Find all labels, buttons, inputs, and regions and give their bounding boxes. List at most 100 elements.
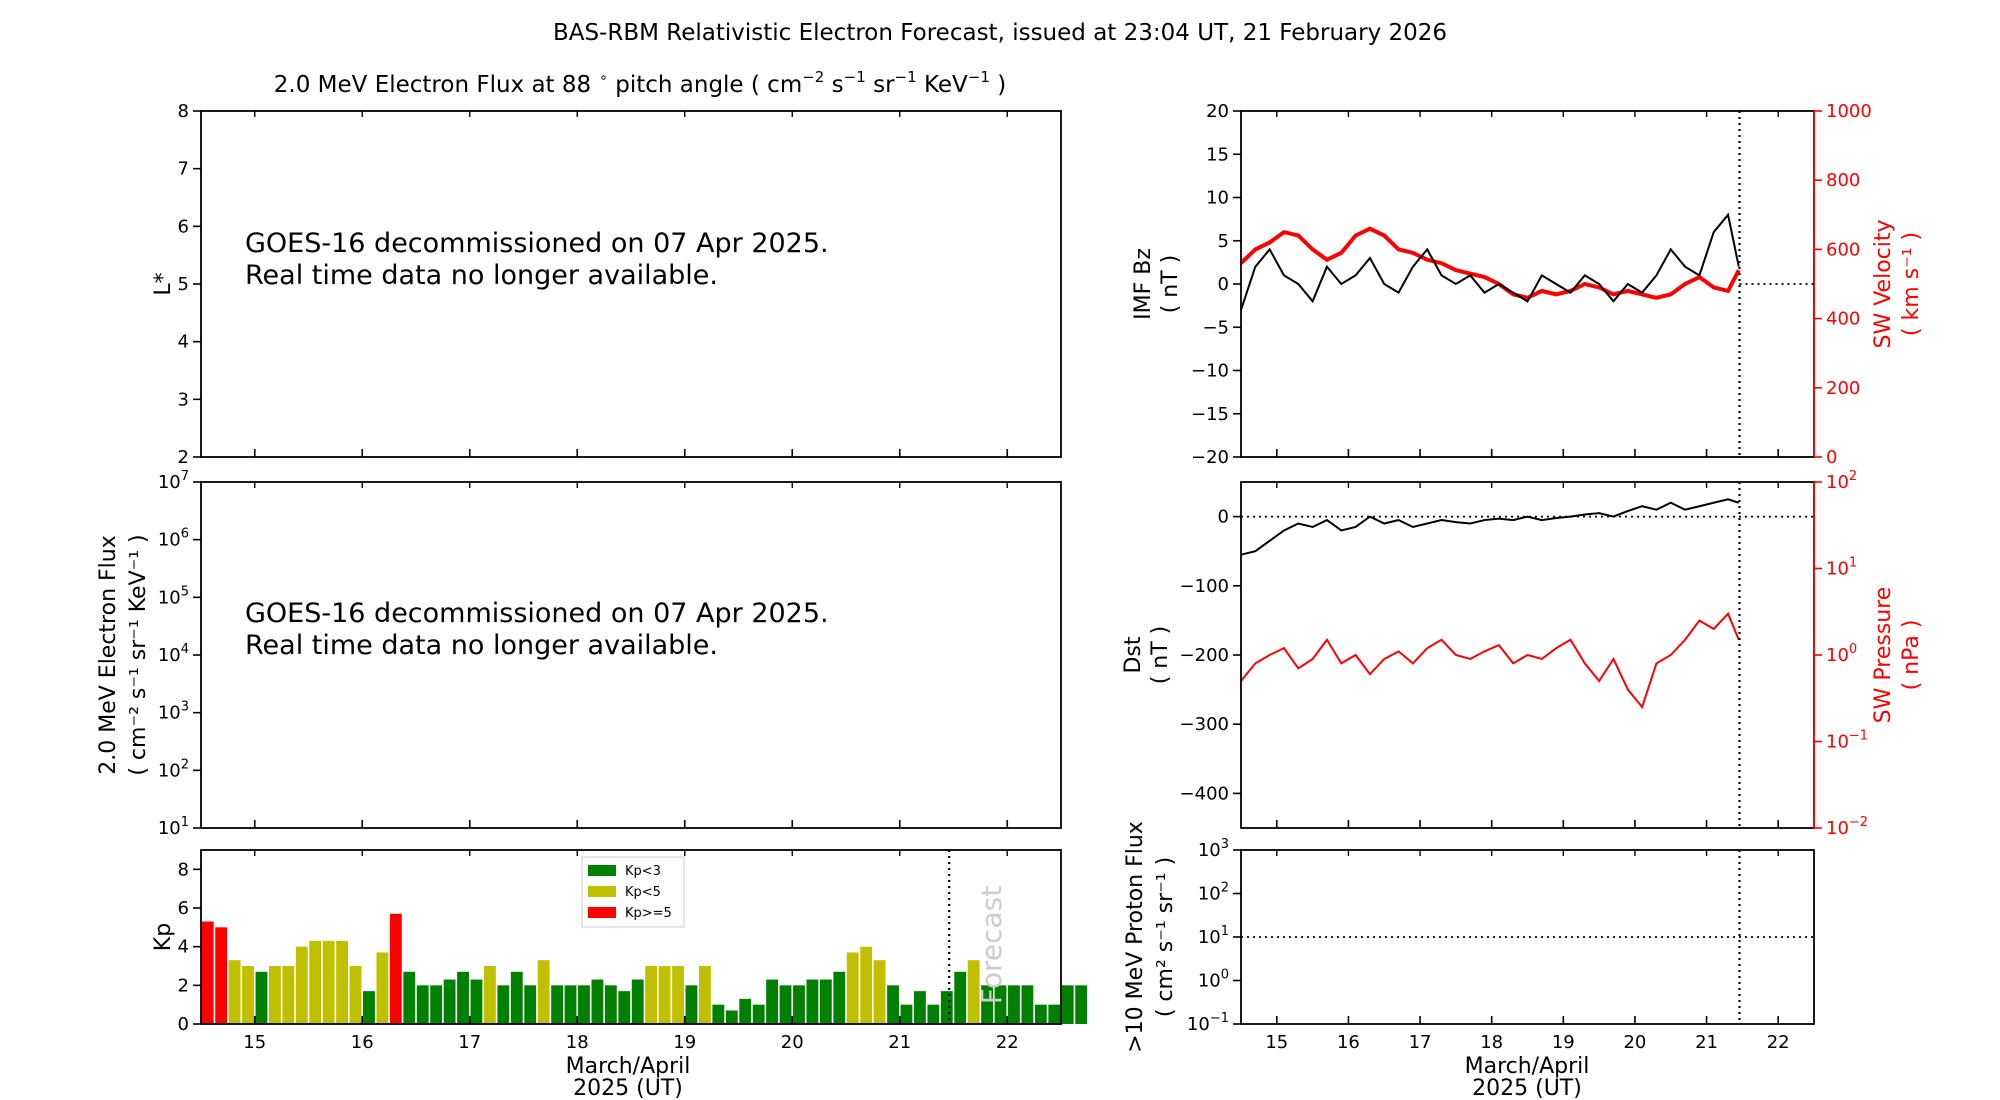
kp-legend-label-high: Kp>=5 [625, 906, 672, 921]
proton-y-tick-base: 10 [1198, 840, 1221, 861]
kp-bar [416, 985, 429, 1024]
kp-bar [645, 966, 658, 1024]
flux-y-tick-label: 107 [158, 469, 189, 493]
kp-bar [981, 985, 994, 1024]
kp-bar [927, 1004, 940, 1024]
kp-bar [712, 1004, 725, 1024]
kp-bar [1034, 1004, 1047, 1024]
dst-yl-tick-label: −200 [1180, 645, 1229, 666]
lstar-y-tick-label: 8 [178, 101, 189, 122]
flux-y-tick-exp: 6 [181, 527, 189, 542]
kp-bar [349, 966, 362, 1024]
panel-lstar: 2.0 MeV Electron Flux at 88 ∘ pitch angle… [151, 68, 1062, 468]
kp-bar [604, 985, 617, 1024]
kp-bar [295, 946, 308, 1024]
kp-legend-swatch-high [588, 907, 616, 918]
panel-imf: −20 −15 −10 −5 0 5 10 15 20 0 200 400 600 800 1000 IM… [1131, 101, 1924, 468]
kp-bar [430, 985, 443, 1024]
kp-legend-swatch-mid [588, 886, 616, 897]
flux-y-tick-label: 105 [158, 584, 189, 608]
kp-bar [913, 991, 926, 1024]
kp-bar [806, 979, 819, 1024]
dst-ylabel-left-1: Dst [1121, 636, 1146, 673]
imf-yl-tick-label: 5 [1218, 231, 1229, 252]
kp-bar [994, 985, 1007, 1024]
dst-line [1240, 498, 1740, 556]
dst-yl-tick-label: −300 [1180, 714, 1229, 735]
dst-ylabel-right-1: SW Pressure [1871, 587, 1896, 724]
flux-y-tick-exp: 2 [181, 757, 189, 772]
kp-bar [672, 966, 684, 1024]
lstar-y-tick-label: 4 [178, 332, 189, 353]
kp-bar [658, 966, 671, 1024]
dst-ylabel-left-2: ( nT ) [1148, 626, 1173, 685]
dst-yr-tick-label: 100 [1826, 642, 1857, 666]
kp-bar [470, 979, 483, 1024]
flux-y-tick-exp: 4 [181, 642, 189, 657]
kp-bar [940, 991, 953, 1024]
kp-bar [631, 979, 644, 1024]
kp-x-tick-label: 18 [566, 1032, 589, 1053]
kp-y-tick-label: 8 [178, 859, 189, 880]
kp-bar [268, 966, 281, 1024]
panel-flux-message-line1: GOES-16 decommissioned on 07 Apr 2025. [245, 598, 829, 629]
proton-x-tick-label: 20 [1623, 1032, 1646, 1053]
imf-yl-tick-label: −5 [1202, 317, 1229, 338]
proton-x-tick-label: 18 [1480, 1032, 1503, 1053]
kp-bar [1008, 985, 1020, 1024]
proton-y-tick-base: 10 [1198, 971, 1221, 992]
lstar-y-tick-label: 6 [178, 216, 189, 237]
kp-bar [793, 985, 805, 1024]
lstar-y-tick-label: 5 [178, 274, 189, 295]
kp-y-tick-label: 4 [178, 937, 189, 958]
dst-yr-tick-exp: 0 [1849, 642, 1857, 657]
imf-yr-tick-label: 400 [1826, 309, 1860, 330]
kp-bar [322, 940, 335, 1024]
flux-y-tick-base: 10 [158, 645, 181, 666]
kp-bar [309, 940, 322, 1024]
flux-y-tick-base: 10 [158, 760, 181, 781]
imf-yl-tick-label: 0 [1218, 274, 1229, 295]
dst-yticks-left: −400 −300 −200 −100 0 [1180, 507, 1241, 804]
dst-lines [1240, 498, 1740, 710]
lstar-y-tick-label: 2 [178, 447, 189, 468]
kp-x-tick-label: 20 [781, 1032, 804, 1053]
kp-bar [725, 1010, 738, 1024]
kp-bar [967, 960, 980, 1024]
proton-x-tick-label: 17 [1409, 1032, 1432, 1053]
imf-ylabel-right-2: ( km s⁻¹ ) [1899, 232, 1924, 336]
kp-bar [497, 985, 510, 1024]
dst-yr-tick-label: 102 [1826, 469, 1857, 493]
flux-y-tick-exp: 3 [181, 700, 189, 715]
imf-yticks-left: −20 −15 −10 −5 0 5 10 15 20 [1191, 101, 1241, 468]
imf-bz-line [1240, 212, 1740, 311]
kp-bars [201, 913, 1088, 1024]
kp-x-tick-label: 22 [996, 1032, 1019, 1053]
dst-yr-tick-label: 101 [1826, 556, 1857, 580]
kp-x-tick-label: 17 [458, 1032, 481, 1053]
panel-imf-frame [1240, 110, 1815, 458]
kp-bar [873, 960, 886, 1024]
dst-yr-tick-base: 10 [1826, 559, 1849, 580]
proton-x-tick-label: 21 [1695, 1032, 1718, 1053]
kp-bar [833, 971, 846, 1024]
kp-bar [443, 979, 456, 1024]
panel-lstar-ylabel: L* [151, 272, 176, 295]
panel-lstar-yticks: 2 3 4 5 6 7 8 [178, 101, 1009, 468]
kp-bar [685, 985, 698, 1024]
kp-bar [389, 913, 402, 1024]
kp-bar [255, 971, 268, 1024]
panel-flux-ylabel-line2: ( cm⁻² s⁻¹ sr⁻¹ KeV⁻¹ ) [126, 534, 151, 775]
kp-bar [564, 985, 577, 1024]
kp-bar [1021, 985, 1034, 1024]
panel-flux-message-line2: Real time data no longer available. [245, 630, 718, 661]
imf-yr-tick-label: 1000 [1826, 101, 1872, 122]
dst-yr-tick-exp: −1 [1849, 729, 1868, 744]
dst-yr-tick-label: 10−1 [1826, 729, 1868, 753]
imf-ylabel-left-1: IMF Bz [1131, 248, 1156, 320]
sw-pressure-line [1240, 611, 1740, 710]
proton-x-tick-label: 15 [1265, 1032, 1288, 1053]
